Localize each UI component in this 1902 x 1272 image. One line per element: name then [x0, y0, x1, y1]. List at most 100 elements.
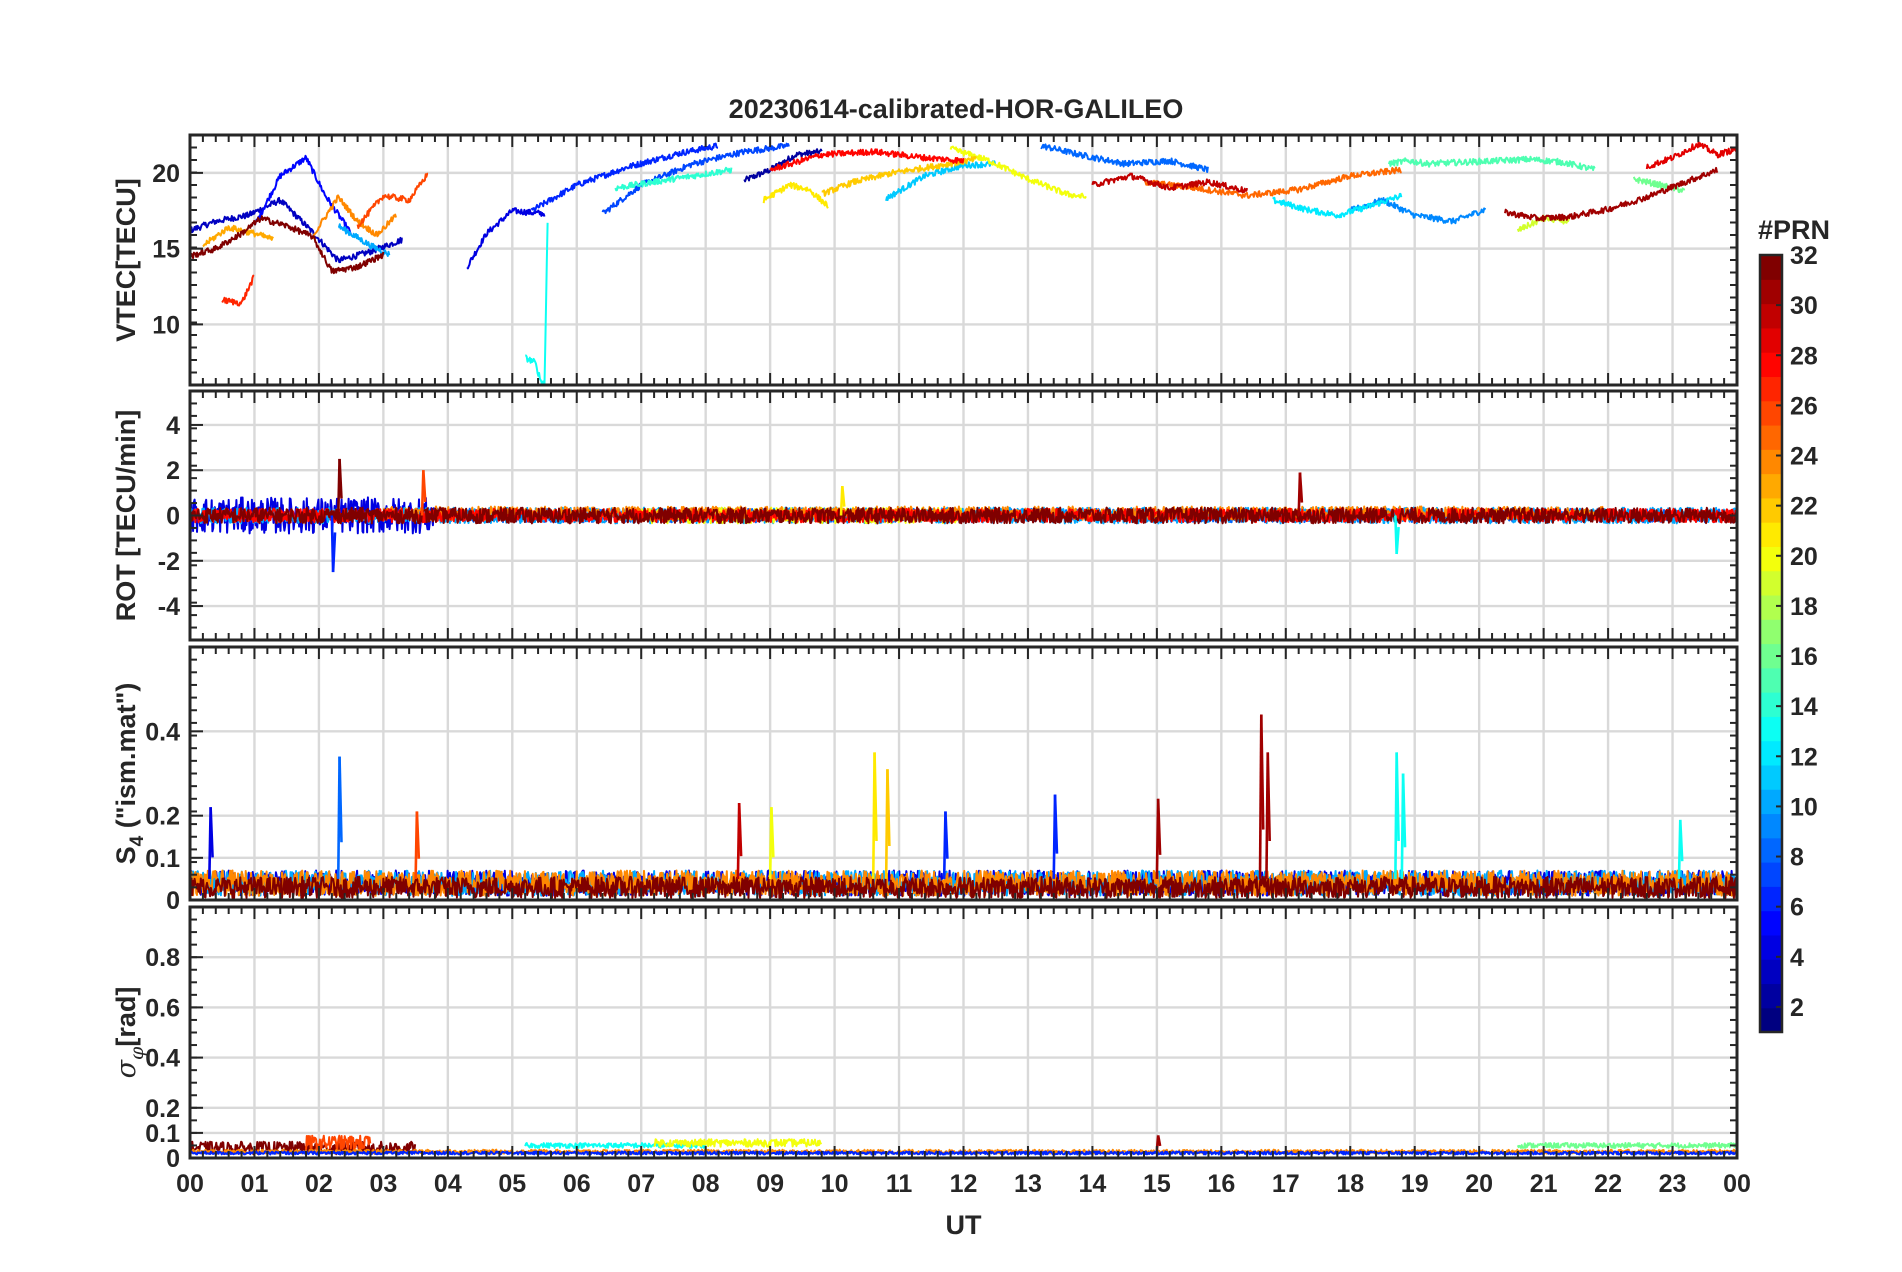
spike-prn-31 [1156, 1135, 1162, 1147]
panel-vtec: 10 15 20 VTEC[TECU] [111, 133, 1739, 387]
colorbar-swatch [1760, 813, 1782, 839]
y-tick-label: 0.1 [145, 1120, 180, 1148]
colorbar-swatch [1760, 594, 1782, 620]
series-line-prn-3 [190, 196, 403, 264]
x-tick-label: 00 [1723, 1170, 1751, 1198]
y-tick-label: 0 [166, 887, 180, 915]
x-tick-label: 12 [950, 1170, 978, 1198]
y-tick-label: 0.2 [145, 803, 180, 831]
spike-prn-8 [338, 756, 343, 843]
series-line-prn-30 [1091, 172, 1249, 194]
colorbar-tick-label: 12 [1790, 743, 1818, 771]
spike-prn-30 [737, 802, 743, 857]
x-tick-label: 04 [434, 1170, 462, 1198]
colorbar-tick-label: 30 [1790, 292, 1818, 320]
x-tick-label: 10 [821, 1170, 849, 1198]
colorbar-swatch [1760, 789, 1782, 815]
x-tick-label: 14 [1079, 1170, 1107, 1198]
y-tick-label: -4 [158, 593, 180, 621]
y-axis-label: VTEC[TECU] [111, 178, 141, 342]
spike-prn-13 [1395, 526, 1400, 555]
series-line-prn-26 [356, 172, 429, 229]
spike-prn-26 [422, 470, 427, 502]
colorbar-tick-label: 6 [1790, 894, 1804, 922]
series-line-prn-16 [1516, 1141, 1737, 1149]
spike-prn-31 [1266, 752, 1271, 841]
x-tick-label: 03 [369, 1170, 397, 1198]
series-line-prn-4 [466, 207, 546, 270]
colorbar-swatch [1760, 424, 1782, 450]
series-line-prn-32 [190, 506, 1737, 525]
x-tick-label: 20 [1465, 1170, 1493, 1198]
axis-ticks [189, 906, 1738, 1159]
y-tick-label: 4 [166, 412, 180, 440]
x-tick-label: 21 [1530, 1170, 1558, 1198]
colorbar-swatch [1760, 570, 1782, 596]
colorbar-tick-label: 32 [1790, 242, 1818, 270]
series-line-prn-23 [202, 224, 275, 248]
colorbar-swatch [1760, 327, 1782, 353]
series-line-prn-29 [1645, 141, 1737, 170]
spike-prn-13 [1678, 819, 1684, 862]
spike-prn-32 [338, 458, 343, 499]
colorbar-swatch [1760, 255, 1782, 280]
spike-prn-20 [770, 807, 775, 858]
spike-prn-6 [1053, 794, 1059, 854]
y-axis-label: S4 ("ism.mat") [111, 683, 148, 865]
y-tick-label: 15 [152, 236, 180, 264]
colorbar-tick-label: 26 [1790, 392, 1818, 420]
colorbar-swatch [1760, 1007, 1782, 1033]
colorbar-tick-label: 8 [1790, 844, 1804, 872]
colorbar-swatch [1760, 886, 1782, 912]
y-tick-label: 0.1 [145, 845, 180, 873]
axis-ticks [189, 646, 1738, 901]
axis-ticks [189, 390, 1738, 641]
y-tick-label: 2 [166, 457, 180, 485]
colorbar-swatch [1760, 546, 1782, 572]
spike-prn-6 [944, 811, 949, 859]
y-tick-label: 0 [166, 503, 180, 531]
y-tick-label: 0 [166, 1145, 180, 1173]
colorbar-swatch [1760, 303, 1782, 329]
x-tick-label: 01 [241, 1170, 269, 1198]
y-axis-label: ROT [TECU/min] [111, 410, 141, 621]
y-tick-label: 10 [152, 311, 180, 339]
colorbar-swatch [1760, 667, 1782, 693]
colorbar-tick-label: 28 [1790, 342, 1818, 370]
x-tick-label: 22 [1594, 1170, 1622, 1198]
colorbar-tick-label: 2 [1790, 994, 1804, 1022]
colorbar-tick-label: 22 [1790, 493, 1818, 521]
series-line-prn-13 [524, 1142, 707, 1149]
colorbar-swatch [1760, 522, 1782, 547]
spike-prn-13 [1395, 752, 1400, 841]
colorbar-tick-label: 16 [1790, 643, 1818, 671]
spike-prn-22 [886, 769, 891, 847]
series-group [190, 141, 1737, 385]
spike-prn-6 [331, 532, 337, 573]
spike-prn-31 [1298, 472, 1304, 503]
colorbar-swatch [1760, 716, 1782, 742]
colorbar-swatch [1760, 910, 1782, 936]
colorbar-swatch [1760, 764, 1782, 790]
colorbar-swatch [1760, 983, 1782, 1009]
series-line-prn-14 [614, 166, 733, 192]
series-line-prn-11 [885, 160, 997, 202]
series-line-prn-22 [821, 155, 977, 197]
colorbar-swatch [1760, 643, 1782, 669]
x-tick-label: 11 [886, 1170, 913, 1198]
colorbar-swatch [1760, 934, 1782, 960]
colorbar-swatch [1760, 376, 1782, 402]
colorbar-tick-label: 4 [1790, 944, 1804, 972]
colorbar-swatch [1760, 279, 1782, 305]
panel-rot: -4 -2 0 2 4 ROT [TECU/min] [111, 389, 1739, 642]
figure-title: 20230614-calibrated-HOR-GALILEO [729, 94, 1184, 124]
colorbar-swatch [1760, 619, 1782, 645]
y-tick-label: -2 [158, 548, 180, 576]
colorbar-swatch [1760, 449, 1782, 475]
series-line-prn-10 [337, 223, 391, 257]
series-line-prn-20 [653, 1138, 823, 1148]
x-tick-label: 18 [1336, 1170, 1364, 1198]
x-tick-label: 23 [1659, 1170, 1687, 1198]
